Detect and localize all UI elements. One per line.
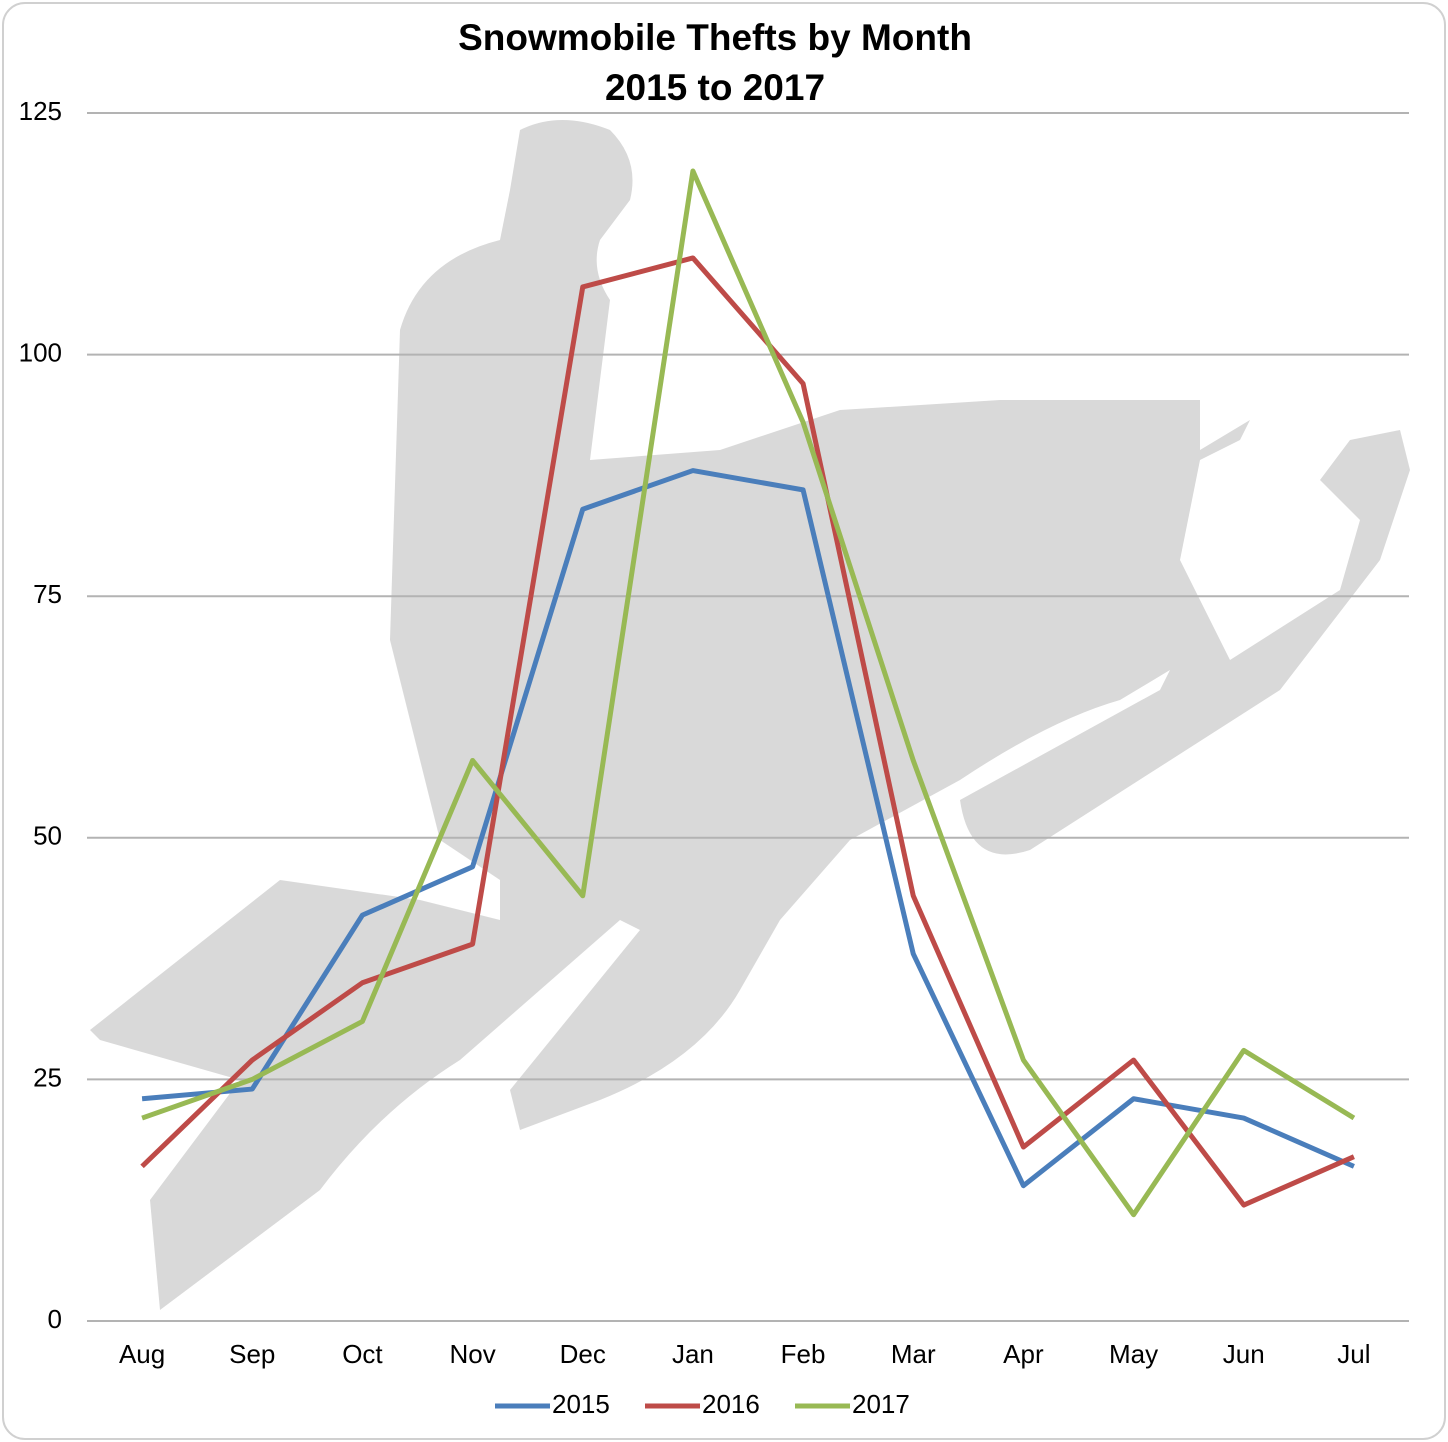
background-silhouette: [90, 120, 1410, 1310]
x-tick-label: Mar: [891, 1339, 936, 1369]
legend-label: 2016: [702, 1389, 760, 1419]
chart-title: Snowmobile Thefts by Month: [458, 17, 972, 58]
y-tick-label: 125: [19, 96, 62, 126]
x-tick-label: Jan: [672, 1339, 714, 1369]
series-line: [141, 168, 1356, 1218]
series-line: [140, 255, 1355, 1208]
legend-label: 2017: [852, 1389, 910, 1419]
x-tick-label: Apr: [1003, 1339, 1044, 1369]
y-tick-label: 25: [33, 1062, 62, 1092]
y-tick-label: 50: [33, 821, 62, 851]
x-tick-label: Jul: [1337, 1339, 1370, 1369]
y-tick-label: 100: [19, 337, 62, 367]
y-tick-label: 75: [33, 579, 62, 609]
x-tick-label: Sep: [229, 1339, 275, 1369]
x-tick-label: Aug: [119, 1339, 165, 1369]
series-line: [141, 468, 1355, 1189]
x-tick-label: Dec: [560, 1339, 606, 1369]
y-tick-label: 0: [48, 1304, 62, 1334]
x-tick-label: Feb: [781, 1339, 826, 1369]
x-tick-label: Nov: [449, 1339, 495, 1369]
x-tick-label: Jun: [1223, 1339, 1265, 1369]
legend-label: 2015: [552, 1389, 610, 1419]
x-tick-label: May: [1109, 1339, 1158, 1369]
x-tick-label: Oct: [342, 1339, 383, 1369]
chart-subtitle: 2015 to 2017: [605, 67, 825, 108]
